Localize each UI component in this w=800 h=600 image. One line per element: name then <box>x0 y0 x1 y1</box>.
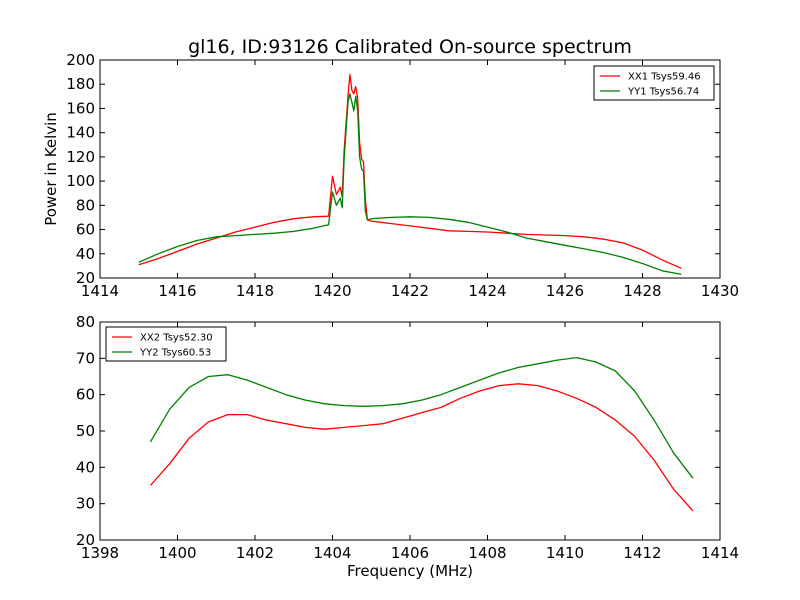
x-tick-label: 1410 <box>546 544 584 562</box>
x-tick-label: 1408 <box>468 544 506 562</box>
legend-entry-label: XX2 Tsys52.30 <box>140 333 213 344</box>
x-tick-label: 1398 <box>81 544 119 562</box>
series-line-1-1 <box>138 73 682 269</box>
y-tick-label: 30 <box>76 495 95 513</box>
x-tick-label: 1412 <box>623 544 661 562</box>
legend-box <box>593 65 715 101</box>
y-tick-label: 40 <box>76 458 95 476</box>
x-tick-label: 1402 <box>236 544 274 562</box>
y-tick-label: 180 <box>66 75 95 93</box>
y-tick-label: 70 <box>76 349 95 367</box>
x-tick-label: 1426 <box>546 282 584 300</box>
x-tick-label: 1428 <box>623 282 661 300</box>
y-tick-label: 80 <box>76 313 95 331</box>
legend: XX1 Tsys59.46 YY1 Tsys56.74 <box>593 65 715 101</box>
series-line-2-2 <box>149 356 694 479</box>
y-tick-label: 80 <box>76 196 95 214</box>
y-tick-label: 140 <box>66 124 95 142</box>
top-spectrum-panel: 1414 1416 1418 1420 1422 1424 1426 1428 1430 20 40… <box>66 51 739 300</box>
x-tick-label: 1418 <box>236 282 274 300</box>
x-tick-label: 1414 <box>81 282 119 300</box>
y-tick-label: 100 <box>66 172 95 190</box>
y-tick-label: 60 <box>76 221 95 239</box>
y-tick-label: 60 <box>76 386 95 404</box>
x-tick-label: 1414 <box>701 544 739 562</box>
figure-title: gl16, ID:93126 Calibrated On-source spec… <box>188 36 632 58</box>
x-tick-label: 1404 <box>313 544 351 562</box>
y-tick-label: 20 <box>76 531 95 549</box>
x-tick-label: 1424 <box>468 282 506 300</box>
x-tick-label: 1420 <box>313 282 351 300</box>
top-y-axis-label: Power in Kelvin <box>42 112 60 226</box>
legend-entry-label: XX1 Tsys59.46 <box>628 72 701 83</box>
y-tick-label: 50 <box>76 422 95 440</box>
x-tick-label: 1430 <box>701 282 739 300</box>
y-tick-label: 40 <box>76 245 95 263</box>
y-tick-label: 160 <box>66 99 95 117</box>
legend-entry-label: YY1 Tsys56.74 <box>627 87 699 98</box>
y-tick-label: 200 <box>66 51 95 69</box>
x-tick-label: 1400 <box>158 544 196 562</box>
y-tick-label: 20 <box>76 269 95 287</box>
series-line-1-2 <box>138 93 682 276</box>
bottom-x-axis-label: Frequency (MHz) <box>347 562 473 580</box>
legend-box <box>105 326 227 362</box>
x-tick-label: 1422 <box>391 282 429 300</box>
x-tick-label: 1406 <box>391 544 429 562</box>
bottom-spectrum-panel: 1398 1400 1402 1404 1406 1408 1410 1412 1414 20 30… <box>76 313 739 562</box>
legend: XX2 Tsys52.30 YY2 Tsys60.53 <box>105 326 227 362</box>
legend-entry-label: YY2 Tsys60.53 <box>139 348 211 359</box>
y-tick-label: 120 <box>66 148 95 166</box>
series-line-2-1 <box>149 383 694 512</box>
x-tick-label: 1416 <box>158 282 196 300</box>
